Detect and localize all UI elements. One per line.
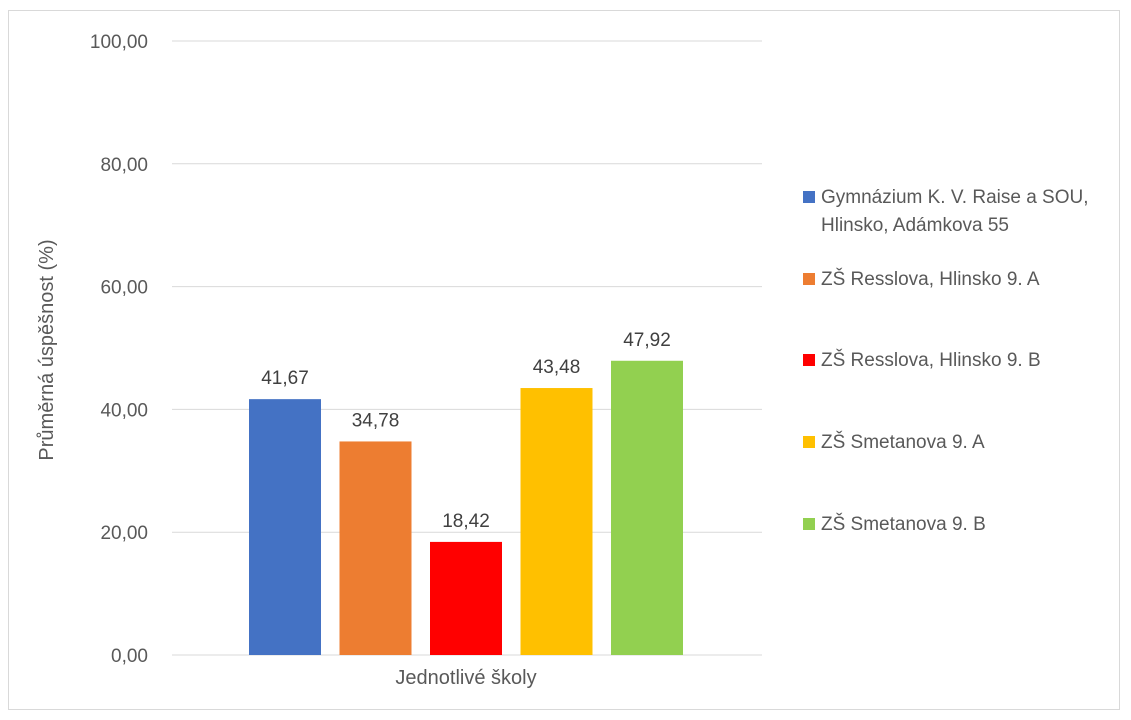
data-label: 41,67 [261,368,309,389]
y-tick-label: 80,00 [100,155,148,176]
legend-swatch [803,191,815,203]
y-tick-label: 40,00 [100,400,148,421]
y-axis-label: Průměrná úspěšnost (%) [36,239,58,460]
data-labels: 41,67 34,78 18,42 43,48 47,92 [261,330,671,532]
legend-swatch [803,436,815,448]
data-label: 47,92 [623,330,671,351]
legend-label: ZŠ Resslova, Hlinsko 9. A [821,269,1040,290]
legend-swatch [803,518,815,530]
legend-item: ZŠ Smetanova 9. A [803,429,985,457]
data-label: 18,42 [442,511,490,532]
legend-label: Gymnázium K. V. Raise a SOU, Hlinsko, Adá… [821,187,1089,236]
legend-swatch [803,354,815,366]
legend-label: ZŠ Smetanova 9. A [821,432,985,453]
legend-item: ZŠ Smetanova 9. B [803,511,986,539]
y-axis-ticks: 0,00 20,00 40,00 60,00 80,00 100,00 [90,32,148,667]
y-tick-label: 20,00 [100,523,148,544]
y-tick-label: 100,00 [90,32,148,53]
legend-item: Gymnázium K. V. Raise a SOU, Hlinsko, Adá… [803,184,1089,240]
bar [611,360,683,655]
data-label: 43,48 [533,357,581,378]
legend-item: ZŠ Resslova, Hlinsko 9. B [803,347,1041,375]
legend-label: ZŠ Resslova, Hlinsko 9. B [821,350,1041,371]
data-label: 34,78 [352,410,400,431]
bar [249,399,321,655]
bars [249,360,683,655]
legend-swatch [803,273,815,285]
y-tick-label: 60,00 [100,278,148,299]
bar [339,441,412,655]
x-axis-label: Jednotlivé školy [395,667,536,689]
legend-label: ZŠ Smetanova 9. B [821,514,986,535]
y-tick-label: 0,00 [111,646,148,667]
bar [430,541,502,655]
bar [520,388,593,655]
legend-item: ZŠ Resslova, Hlinsko 9. A [803,266,1040,294]
